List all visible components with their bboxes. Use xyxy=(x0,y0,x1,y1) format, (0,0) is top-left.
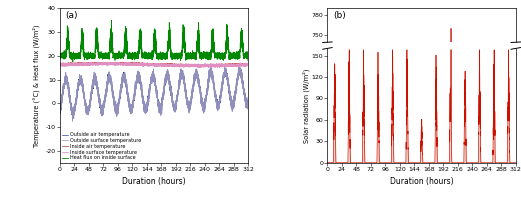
Outside air temperature xyxy=(57,106,63,109)
Outside air temperature xyxy=(210,88,217,90)
Outside surface temperature xyxy=(245,104,252,107)
X-axis label: Duration (hours): Duration (hours) xyxy=(390,177,453,186)
Outside surface temperature xyxy=(144,107,150,110)
Outside surface temperature xyxy=(57,108,63,111)
Outside air temperature xyxy=(144,107,150,109)
Outside surface temperature xyxy=(163,78,169,81)
Heat flux on inside surface xyxy=(131,55,138,57)
Inside air temperature xyxy=(92,61,98,63)
Y-axis label: Temperature (°C) & Heat flux (W/m²): Temperature (°C) & Heat flux (W/m²) xyxy=(33,24,40,147)
Outside air temperature xyxy=(70,117,77,119)
Inside surface temperature xyxy=(196,67,202,69)
Outside air temperature xyxy=(237,67,243,69)
Outside surface temperature xyxy=(131,93,138,96)
Line: Inside air temperature: Inside air temperature xyxy=(60,62,249,66)
Outside surface temperature xyxy=(69,120,76,122)
Outside surface temperature xyxy=(210,86,217,89)
Heat flux on inside surface xyxy=(144,55,150,57)
Heat flux on inside surface xyxy=(245,57,252,60)
Inside surface temperature xyxy=(144,64,150,67)
Heat flux on inside surface xyxy=(70,60,76,63)
Legend: Outside air temperature, Outside surface temperature, Inside air temperature, In: Outside air temperature, Outside surface… xyxy=(63,132,141,160)
Inside air temperature xyxy=(131,62,138,65)
Line: Inside surface temperature: Inside surface temperature xyxy=(60,62,249,68)
Inside surface temperature xyxy=(113,61,119,63)
Outside air temperature xyxy=(131,95,138,97)
Inside air temperature xyxy=(205,65,212,68)
Heat flux on inside surface xyxy=(163,54,169,56)
Outside air temperature xyxy=(113,106,119,108)
Inside surface temperature xyxy=(57,62,63,65)
Heat flux on inside surface xyxy=(113,56,119,59)
Inside air temperature xyxy=(180,63,187,66)
Heat flux on inside surface xyxy=(57,54,63,56)
Inside surface temperature xyxy=(163,65,169,68)
Inside air temperature xyxy=(113,62,119,64)
Outside surface temperature xyxy=(180,77,187,79)
Outside air temperature xyxy=(163,78,169,80)
Inside surface temperature xyxy=(180,64,187,67)
Inside air temperature xyxy=(144,63,150,66)
Outside surface temperature xyxy=(236,64,242,66)
Inside air temperature xyxy=(245,63,252,65)
Outside air temperature xyxy=(245,102,252,105)
Line: Outside air temperature: Outside air temperature xyxy=(60,68,249,118)
Inside surface temperature xyxy=(210,64,217,66)
X-axis label: Duration (hours): Duration (hours) xyxy=(122,177,186,186)
Text: (a): (a) xyxy=(66,11,78,20)
Line: Heat flux on inside surface: Heat flux on inside surface xyxy=(60,20,249,62)
Inside air temperature xyxy=(163,64,169,67)
Line: Outside surface temperature: Outside surface temperature xyxy=(60,65,249,121)
Heat flux on inside surface xyxy=(210,40,217,43)
Heat flux on inside surface xyxy=(181,39,187,41)
Inside surface temperature xyxy=(131,63,138,66)
Heat flux on inside surface xyxy=(108,19,115,22)
Outside air temperature xyxy=(180,77,187,80)
Inside surface temperature xyxy=(245,64,252,66)
Inside air temperature xyxy=(57,62,63,65)
Inside air temperature xyxy=(210,63,217,66)
Y-axis label: Solar radiation (W/m²): Solar radiation (W/m²) xyxy=(303,68,310,143)
Inside surface temperature xyxy=(113,63,119,65)
Outside surface temperature xyxy=(113,107,119,109)
Text: (b): (b) xyxy=(333,11,346,20)
